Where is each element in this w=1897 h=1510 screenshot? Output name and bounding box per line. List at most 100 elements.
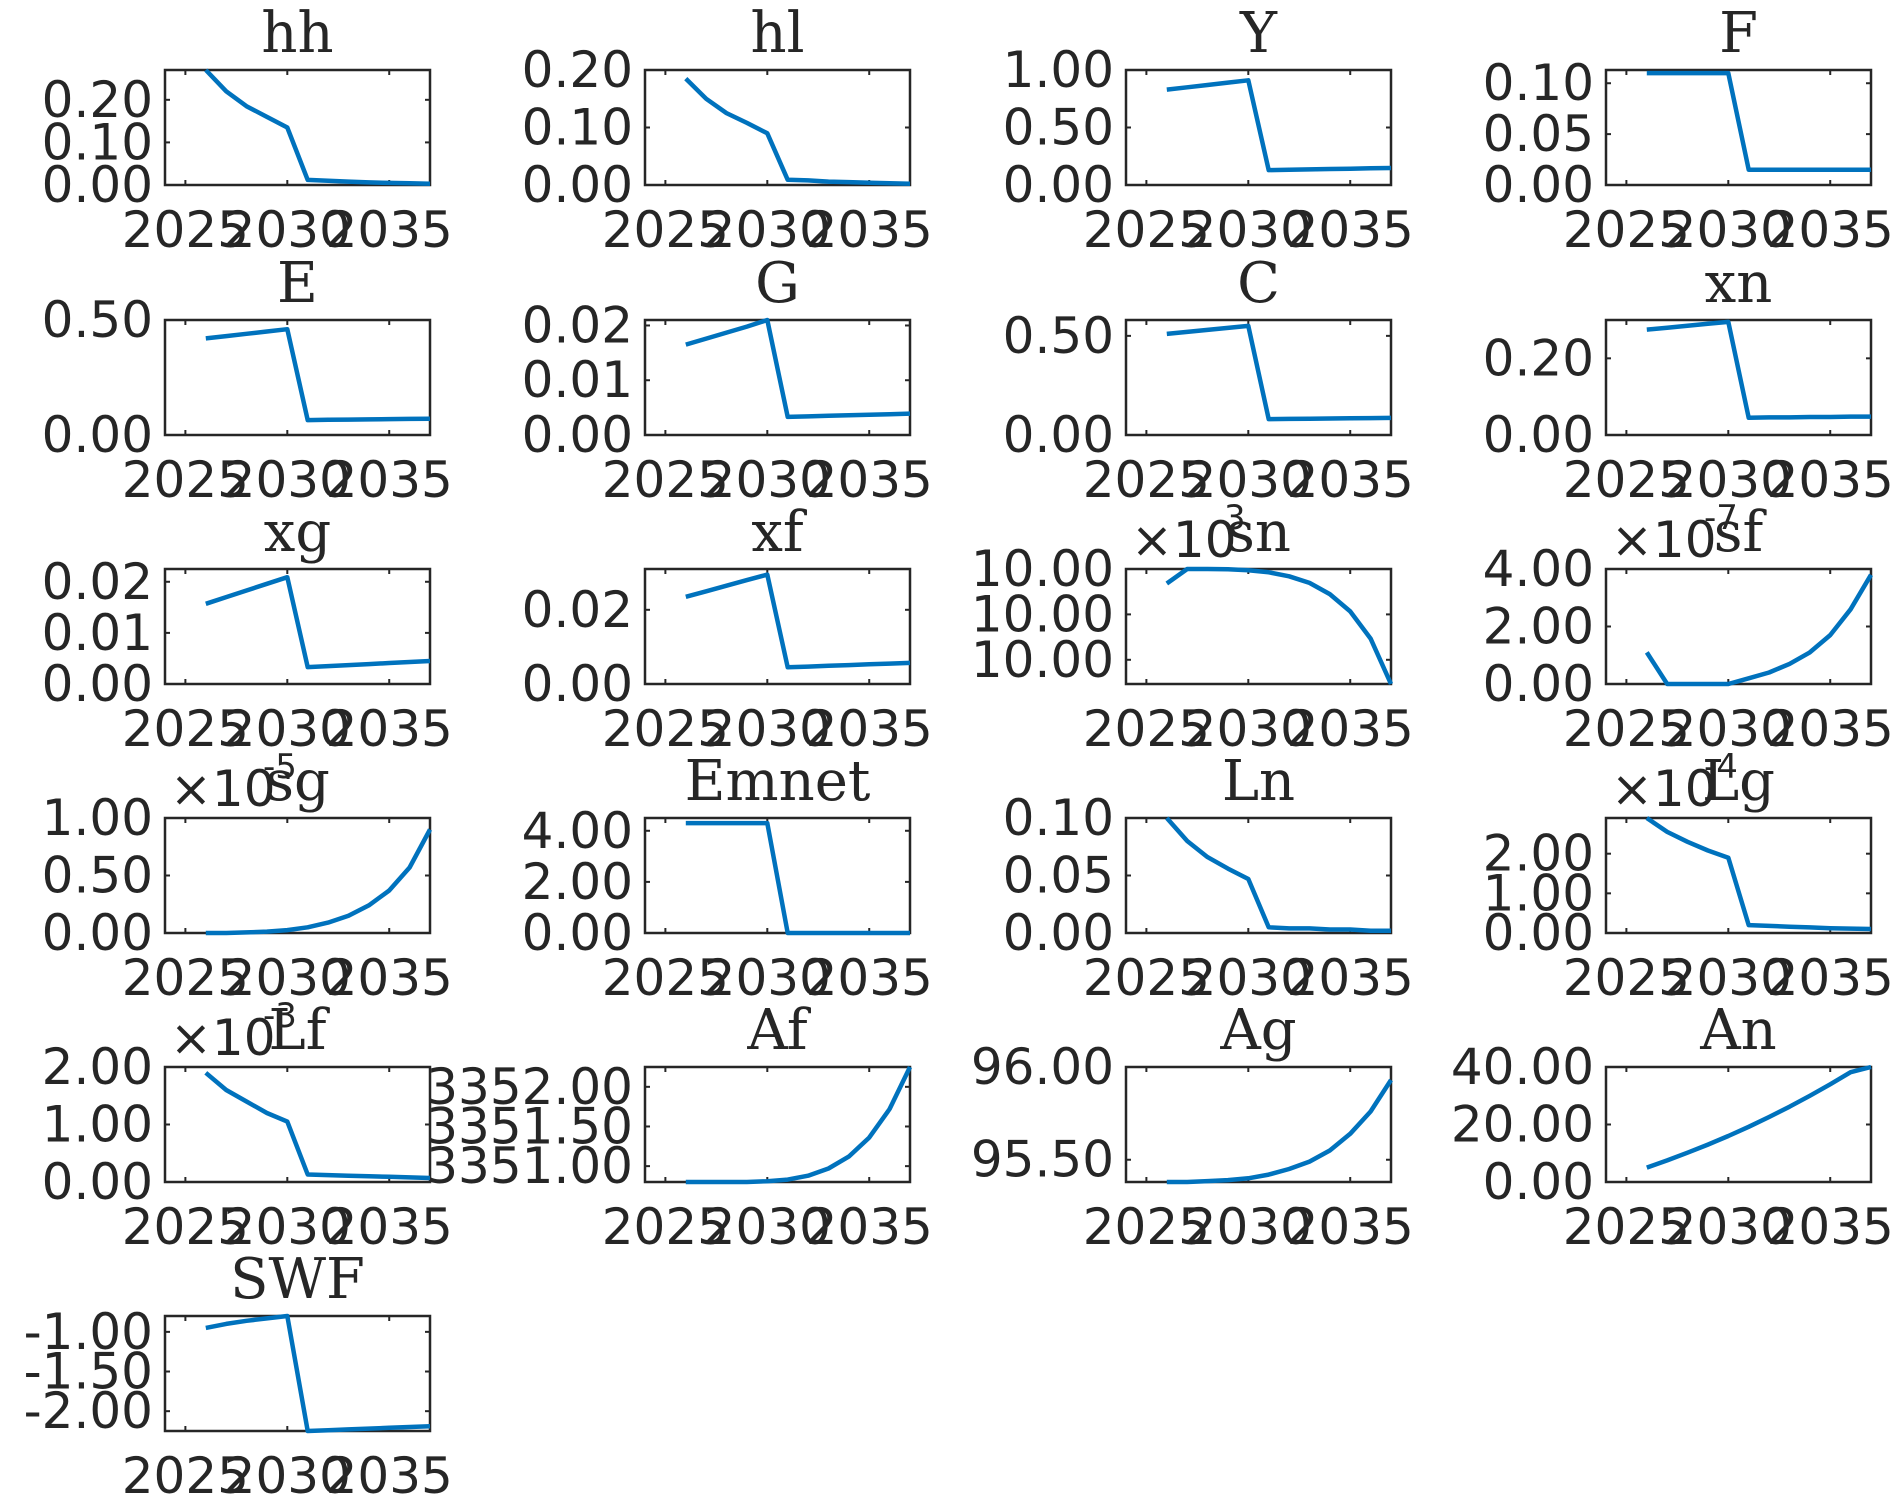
- y-tick-label: 0.50: [42, 291, 153, 349]
- series-line-xg: [205, 574, 431, 670]
- subplot-title: F: [1719, 1, 1758, 66]
- x-tick-label: 2025: [122, 949, 249, 1007]
- x-tick-label: 2030: [1185, 949, 1312, 1007]
- x-tick-label: 2030: [1185, 451, 1312, 509]
- axes-frame: [163, 68, 432, 187]
- y-tick-label: 0.00: [1483, 1153, 1594, 1211]
- y-exponent-power: -5: [263, 747, 297, 787]
- x-tick-label: 2030: [224, 201, 351, 259]
- y-tick-label: 0.00: [522, 156, 633, 214]
- series-line-af: [685, 1066, 913, 1185]
- axes-frame: [1124, 816, 1393, 935]
- y-tick-label: 2.00: [1483, 598, 1594, 656]
- subplot-title: Ln: [1222, 749, 1295, 814]
- y-tick-label: 0.10: [1003, 789, 1114, 847]
- y-exponent-label: ×10: [1611, 511, 1717, 569]
- x-tick-label: 2035: [326, 1198, 453, 1256]
- y-tick-label: 0.00: [522, 655, 633, 713]
- x-tick-label: 2030: [1665, 949, 1792, 1007]
- x-tick-label: 2035: [1287, 1198, 1414, 1256]
- y-tick-label: 20.00: [1451, 1096, 1594, 1154]
- y-tick-label: 96.00: [971, 1038, 1114, 1096]
- y-tick-label: 0.10: [522, 99, 633, 157]
- series-line-hh: [204, 68, 431, 186]
- y-tick-label: 1.00: [1003, 41, 1114, 99]
- x-tick-label: 2030: [1185, 1198, 1312, 1256]
- subplot-title: Y: [1239, 1, 1278, 66]
- x-tick-label: 2030: [1665, 451, 1792, 509]
- x-tick-label: 2035: [806, 949, 933, 1007]
- x-tick-label: 2025: [1083, 700, 1210, 758]
- subplot-title: sg: [265, 749, 330, 814]
- y-tick-label: 40.00: [1451, 1038, 1594, 1096]
- series-line-g: [685, 317, 911, 420]
- y-tick-label: 0.20: [522, 41, 633, 99]
- x-tick-label: 2030: [704, 201, 831, 259]
- x-tick-label: 2035: [326, 949, 453, 1007]
- y-tick-label: 3351.50: [426, 1097, 633, 1155]
- x-tick-label: 2035: [326, 700, 453, 758]
- x-tick-label: 2025: [122, 201, 249, 259]
- y-tick-label: 0.00: [522, 406, 633, 464]
- y-tick-label: 0.02: [42, 553, 153, 611]
- x-tick-label: 2035: [1767, 201, 1894, 259]
- x-tick-label: 2035: [326, 201, 453, 259]
- axes-frame: [1124, 567, 1393, 686]
- y-tick-label: -1.50: [24, 1343, 153, 1401]
- x-tick-label: 2025: [1563, 700, 1690, 758]
- x-tick-label: 2030: [1665, 700, 1792, 758]
- series-line-xf: [685, 572, 911, 670]
- axes-frame: [1604, 68, 1873, 187]
- y-tick-label: 0.00: [522, 904, 633, 962]
- x-tick-label: 2035: [326, 1447, 453, 1505]
- x-tick-label: 2025: [122, 1447, 249, 1505]
- x-tick-label: 2035: [1767, 700, 1894, 758]
- y-tick-label: 0.02: [522, 296, 633, 354]
- subplot-title: Emnet: [685, 749, 871, 814]
- subplot-title: hh: [261, 1, 333, 66]
- axes-frame: [1604, 816, 1873, 935]
- y-exponent-label: ×10: [170, 760, 276, 818]
- x-tick-label: 2030: [1665, 201, 1792, 259]
- y-tick-label: -2.00: [24, 1382, 153, 1440]
- series-line-lf: [204, 1071, 431, 1181]
- y-tick-label: 4.00: [522, 802, 633, 860]
- y-tick-label: 3352.00: [426, 1058, 633, 1116]
- subplot-title: An: [1699, 998, 1777, 1063]
- x-tick-label: 2025: [1563, 201, 1690, 259]
- axes-frame: [163, 1314, 432, 1433]
- series-line-c: [1166, 323, 1392, 422]
- x-tick-label: 2030: [224, 451, 351, 509]
- x-tick-label: 2025: [1563, 1198, 1690, 1256]
- x-tick-label: 2030: [1665, 1198, 1792, 1256]
- x-tick-label: 2025: [1083, 1198, 1210, 1256]
- axes-frame: [643, 567, 912, 686]
- y-tick-label: 0.00: [42, 156, 153, 214]
- y-exponent-label: ×10: [170, 1009, 276, 1067]
- series-line-e: [205, 326, 431, 423]
- x-tick-label: 2030: [704, 949, 831, 1007]
- axes-frame: [1604, 318, 1873, 437]
- series-line-ag: [1166, 1078, 1393, 1185]
- axes-frame: [643, 1065, 912, 1184]
- series-line-xn: [1646, 319, 1871, 421]
- y-tick-label: 3351.00: [426, 1137, 633, 1195]
- y-tick-label: 0.00: [42, 904, 153, 962]
- x-tick-label: 2025: [122, 1198, 249, 1256]
- series-line-y: [1166, 78, 1392, 173]
- x-tick-label: 2025: [602, 201, 729, 259]
- axes-frame: [163, 318, 432, 437]
- series-line-sg: [205, 828, 432, 936]
- x-tick-label: 2025: [122, 700, 249, 758]
- subplot-title: hl: [751, 1, 805, 66]
